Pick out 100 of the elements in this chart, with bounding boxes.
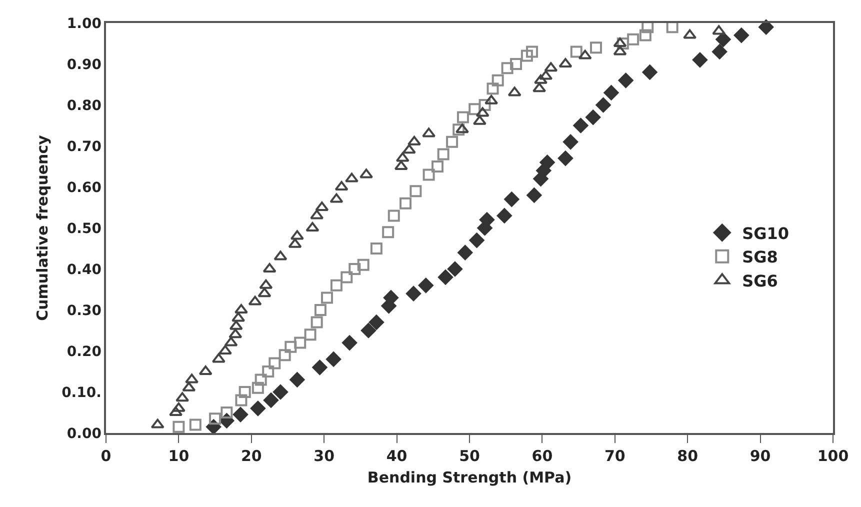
point: [368, 314, 384, 330]
x-tick-label: 60: [532, 446, 553, 465]
point: [238, 386, 251, 398]
y-axis-title: Cumulative frequency: [33, 134, 52, 321]
y-tick-label: 0.00: [66, 426, 102, 442]
point: [563, 134, 578, 150]
point: [182, 382, 196, 392]
x-tick-label: 10: [168, 446, 190, 465]
point: [290, 372, 305, 388]
point: [220, 406, 233, 418]
point: [189, 418, 202, 431]
point: [590, 42, 602, 54]
x-axis-title: Bending Strength (MPa): [367, 468, 572, 486]
point: [396, 152, 410, 162]
point: [176, 392, 190, 402]
point: [716, 32, 731, 47]
y-tick-label: 1.00: [66, 16, 102, 32]
point: [268, 357, 281, 370]
point: [573, 118, 588, 133]
point: [342, 335, 358, 350]
point: [486, 82, 499, 95]
point: [254, 374, 267, 386]
point: [418, 278, 434, 293]
point: [262, 366, 274, 378]
point: [496, 208, 512, 224]
point: [290, 230, 304, 240]
x-tick-label: 70: [604, 446, 626, 465]
point: [310, 210, 324, 220]
point: [544, 62, 558, 72]
point: [692, 52, 708, 68]
point: [330, 193, 344, 203]
point: [264, 392, 279, 408]
point: [250, 400, 266, 416]
point: [469, 232, 484, 248]
point: [272, 384, 288, 400]
x-tick-label: 0: [100, 446, 112, 465]
point: [478, 99, 491, 111]
y-tick-label: 0.90: [66, 56, 102, 73]
point: [172, 402, 186, 412]
point: [330, 279, 342, 292]
y-tick-label: 0.20: [66, 344, 102, 360]
point: [278, 349, 291, 362]
y-tick-label: 0.70: [66, 138, 102, 155]
legend-label: SG8: [742, 248, 778, 267]
x-tick-label: 80: [677, 446, 698, 465]
point: [613, 46, 627, 56]
point: [406, 286, 422, 302]
point: [344, 172, 358, 182]
point: [712, 44, 728, 60]
point: [312, 360, 328, 375]
point: [437, 148, 450, 160]
point: [452, 124, 465, 136]
point: [472, 115, 486, 125]
point: [185, 374, 199, 384]
point: [432, 160, 444, 172]
point: [340, 271, 353, 284]
x-tick-label: 20: [240, 446, 262, 465]
point: [484, 94, 498, 104]
y-tick-label: 0.50: [66, 220, 102, 237]
point: [274, 250, 288, 260]
point: [326, 352, 342, 367]
y-tick-label: 0.10.: [62, 384, 102, 401]
point: [596, 98, 611, 112]
point: [510, 58, 522, 70]
point: [259, 279, 273, 289]
point: [258, 288, 272, 298]
point: [229, 320, 243, 330]
point: [558, 150, 573, 166]
point: [248, 296, 262, 306]
point: [508, 86, 522, 96]
point: [734, 28, 749, 43]
point: [228, 328, 242, 338]
point: [526, 188, 542, 203]
point: [400, 197, 412, 210]
point: [314, 304, 326, 316]
point: [578, 50, 592, 60]
point: [321, 292, 334, 304]
point: [501, 62, 514, 74]
point: [304, 328, 316, 341]
legend-label: SG10: [742, 224, 790, 243]
point: [627, 33, 640, 46]
point: [458, 245, 473, 260]
point: [150, 418, 164, 428]
point: [348, 263, 361, 275]
point: [540, 154, 555, 170]
point: [639, 29, 652, 42]
point: [357, 258, 370, 271]
point: [422, 128, 436, 138]
x-tick-label: 90: [750, 446, 771, 465]
point: [492, 74, 504, 86]
point: [447, 262, 462, 276]
point: [422, 168, 435, 181]
point: [410, 185, 422, 198]
point: [446, 136, 458, 148]
point: [476, 107, 490, 117]
point: [370, 242, 382, 254]
point: [604, 85, 619, 100]
point: [288, 238, 302, 248]
point: [504, 192, 520, 207]
legend-label: SG6: [742, 271, 778, 290]
